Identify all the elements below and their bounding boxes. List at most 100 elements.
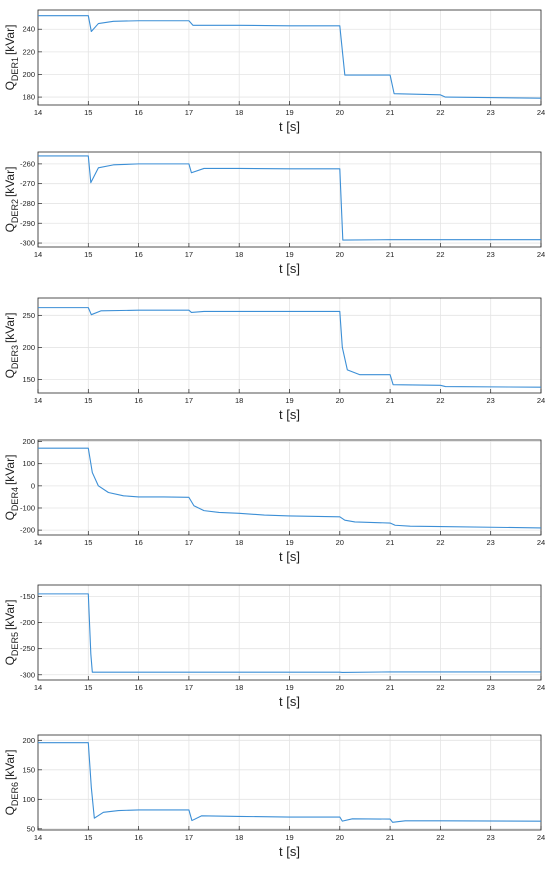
x-tick-label: 15 xyxy=(84,250,92,259)
chart-panel-6: 14 15 16 17 18 19 20 21 22 23 24 50 100 150 200 t [s] QD… xyxy=(3,734,545,859)
x-tick-label: 17 xyxy=(185,833,193,842)
x-tick-label: 16 xyxy=(134,538,142,547)
x-tick-label: 14 xyxy=(34,250,42,259)
x-tick-label: 22 xyxy=(436,683,444,692)
x-tick-label: 19 xyxy=(285,396,293,405)
chart-panel-4: 14 15 16 17 18 19 20 21 22 23 24 -200 -100 0 100 200 t [… xyxy=(3,437,545,564)
x-tick-label: 15 xyxy=(84,396,92,405)
x-axis-label: t [s] xyxy=(279,844,300,859)
y-tick-label: -150 xyxy=(20,592,35,601)
series-line-1 xyxy=(38,742,542,823)
x-tick-label: 24 xyxy=(537,396,545,405)
y-axis-label: QDER3 [kVar] xyxy=(3,313,20,379)
y-tick-label: -260 xyxy=(20,159,35,168)
x-tick-label: 14 xyxy=(34,538,42,547)
x-tick-label: 18 xyxy=(235,538,243,547)
x-tick-label: 23 xyxy=(487,250,495,259)
x-tick-label: 20 xyxy=(336,108,344,117)
x-tick-label: 14 xyxy=(34,108,42,117)
x-tick-label: 20 xyxy=(336,833,344,842)
x-tick-label: 22 xyxy=(436,833,444,842)
y-tick-label: 0 xyxy=(31,481,35,490)
x-axis-label: t [s] xyxy=(279,261,300,276)
x-tick-label: 16 xyxy=(134,833,142,842)
series-line-1 xyxy=(38,447,542,529)
y-tick-label: -270 xyxy=(20,179,35,188)
x-tick-label: 15 xyxy=(84,538,92,547)
x-tick-label: 18 xyxy=(235,108,243,117)
x-tick-label: 17 xyxy=(185,396,193,405)
x-tick-label: 18 xyxy=(235,396,243,405)
series-line-1 xyxy=(38,593,541,673)
y-tick-label: -300 xyxy=(20,239,35,248)
x-tick-label: 22 xyxy=(436,538,444,547)
x-tick-label: 24 xyxy=(537,250,545,259)
y-tick-label: -200 xyxy=(20,526,35,535)
y-axis-label-symbol: Q xyxy=(3,369,17,378)
x-tick-label: 21 xyxy=(386,396,394,405)
y-tick-label: 100 xyxy=(22,795,35,804)
y-axis-label: QDER1 [kVar] xyxy=(3,25,20,91)
x-tick-label: 17 xyxy=(185,108,193,117)
x-tick-label: 20 xyxy=(336,683,344,692)
x-tick-label: 21 xyxy=(386,108,394,117)
y-tick-label: 200 xyxy=(22,70,35,79)
x-tick-label: 17 xyxy=(185,538,193,547)
x-tick-label: 19 xyxy=(285,250,293,259)
x-tick-label: 21 xyxy=(386,250,394,259)
y-tick-label: 200 xyxy=(22,343,35,352)
x-axis-label: t [s] xyxy=(279,694,300,709)
y-tick-label: 250 xyxy=(22,311,35,320)
x-tick-label: 15 xyxy=(84,833,92,842)
x-tick-label: 22 xyxy=(436,396,444,405)
chart-panel-1: 14 15 16 17 18 19 20 21 22 23 24 180 200 220 240 t [s] Q… xyxy=(3,9,545,134)
x-tick-label: 19 xyxy=(285,683,293,692)
y-axis-label-symbol: Q xyxy=(3,81,17,90)
x-tick-label: 20 xyxy=(336,396,344,405)
y-axis-label: QDER5 [kVar] xyxy=(3,600,20,666)
x-tick-label: 17 xyxy=(185,683,193,692)
x-axis-label: t [s] xyxy=(279,407,300,422)
y-axis-label-unit: [kVar] xyxy=(3,455,17,485)
x-tick-label: 24 xyxy=(537,833,545,842)
x-tick-label: 24 xyxy=(537,683,545,692)
x-tick-label: 23 xyxy=(487,396,495,405)
y-tick-label: 200 xyxy=(22,437,35,446)
y-axis-label-unit: [kVar] xyxy=(3,750,17,780)
y-axis-label: QDER2 [kVar] xyxy=(3,167,20,233)
y-tick-label: 240 xyxy=(22,25,35,34)
chart-panel-5: 14 15 16 17 18 19 20 21 22 23 24 -300 -250 -200 -150 t … xyxy=(3,584,545,709)
y-axis-label-unit: [kVar] xyxy=(3,313,17,343)
y-tick-label: 200 xyxy=(22,736,35,745)
x-tick-label: 23 xyxy=(487,683,495,692)
y-axis-label-unit: [kVar] xyxy=(3,25,17,55)
series-line-1 xyxy=(38,15,542,99)
y-tick-label: 100 xyxy=(22,459,35,468)
y-tick-label: 150 xyxy=(22,375,35,384)
chart-panel-3: 14 15 16 17 18 19 20 21 22 23 24 150 200 250 t [s] QDER… xyxy=(3,297,545,422)
y-axis-label-subscript: DER6 xyxy=(10,782,20,806)
y-axis-label-subscript: DER5 xyxy=(10,632,20,656)
x-tick-label: 15 xyxy=(84,683,92,692)
x-tick-label: 18 xyxy=(235,250,243,259)
x-tick-label: 24 xyxy=(537,538,545,547)
x-tick-label: 14 xyxy=(34,396,42,405)
y-tick-label: -100 xyxy=(20,503,35,512)
x-tick-label: 15 xyxy=(84,108,92,117)
y-tick-label: -300 xyxy=(20,670,35,679)
y-axis-label-symbol: Q xyxy=(3,511,17,520)
x-tick-label: 18 xyxy=(235,683,243,692)
x-tick-label: 16 xyxy=(134,683,142,692)
y-axis-label-symbol: Q xyxy=(3,223,17,232)
y-tick-label: -200 xyxy=(20,618,35,627)
y-axis-label-subscript: DER3 xyxy=(10,345,20,369)
x-tick-label: 21 xyxy=(386,833,394,842)
y-tick-label: 180 xyxy=(22,93,35,102)
y-axis-label-subscript: DER1 xyxy=(10,57,20,81)
x-tick-label: 16 xyxy=(134,396,142,405)
y-axis-label-symbol: Q xyxy=(3,656,17,665)
x-tick-label: 14 xyxy=(34,683,42,692)
x-tick-label: 20 xyxy=(336,538,344,547)
x-tick-label: 16 xyxy=(134,250,142,259)
y-axis-label-symbol: Q xyxy=(3,806,17,815)
